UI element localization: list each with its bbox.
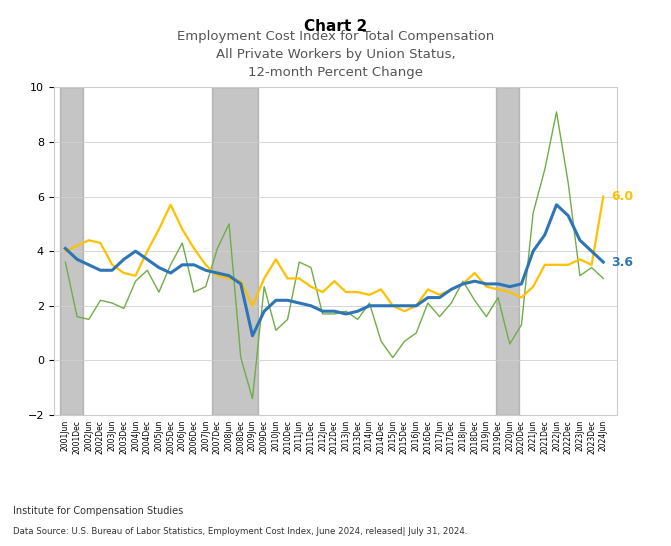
Text: Chart 2: Chart 2 xyxy=(304,19,367,34)
Text: 6.0: 6.0 xyxy=(611,190,633,203)
Bar xyxy=(211,87,258,415)
Title: Employment Cost Index for Total Compensation
All Private Workers by Union Status: Employment Cost Index for Total Compensa… xyxy=(177,30,494,79)
Text: Institute for Compensation Studies: Institute for Compensation Studies xyxy=(13,506,184,516)
Bar xyxy=(60,87,83,415)
Bar xyxy=(496,87,519,415)
Text: 3.6: 3.6 xyxy=(611,256,633,269)
Text: Data Source: U.S. Bureau of Labor Statistics, Employment Cost Index, June 2024, : Data Source: U.S. Bureau of Labor Statis… xyxy=(13,527,468,536)
